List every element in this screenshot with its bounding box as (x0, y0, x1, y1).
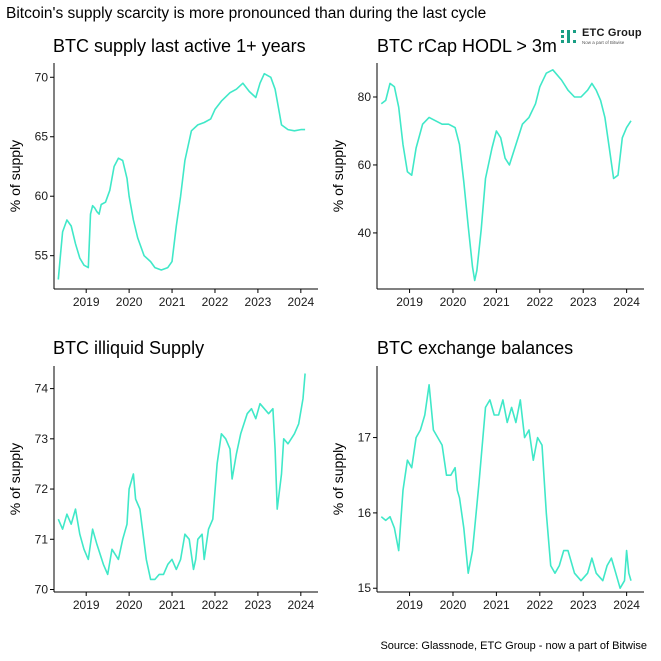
rcap-hodl-x-tick-label: 2020 (440, 295, 467, 309)
supply-last-active-y-tick-label: 70 (35, 70, 49, 84)
rcap-hodl-x-tick-label: 2024 (613, 295, 640, 309)
illiquid-supply-x-tick-label: 2020 (116, 598, 143, 612)
logo-name: ETC Group (582, 27, 642, 39)
etc-group-logo: ETC Group Now a part of Bitwise (560, 27, 658, 49)
illiquid-supply-y-tick-label: 72 (35, 482, 49, 496)
rcap-hodl-x-tick-label: 2021 (483, 295, 510, 309)
supply-last-active-y-tick-label: 60 (35, 189, 49, 203)
supply-last-active-x-tick-label: 2019 (73, 295, 100, 309)
exchange-balances-y-tick-label: 16 (358, 506, 372, 520)
rcap-hodl-series-line (380, 69, 632, 282)
panel-title-rcap-hodl: BTC rCap HODL > 3m (377, 36, 557, 56)
illiquid-supply-y-tick-label: 71 (35, 532, 49, 546)
illiquid-supply-x-tick-label: 2019 (73, 598, 100, 612)
exchange-balances-series-line (380, 383, 632, 590)
illiquid-supply-y-tick-label: 74 (35, 382, 49, 396)
supply-last-active-x-tick-label: 2022 (202, 295, 229, 309)
panel-title-exchange-balances: BTC exchange balances (377, 338, 574, 358)
exchange-balances-x-tick-label: 2024 (613, 598, 640, 612)
exchange-balances-x-tick-label: 2022 (526, 598, 553, 612)
exchange-balances-x-tick-label: 2021 (483, 598, 510, 612)
supply-last-active-y-axis-label: % of supply (7, 140, 23, 212)
supply-last-active-series-line (57, 72, 306, 280)
supply-last-active-x-tick-label: 2024 (287, 295, 314, 309)
exchange-balances-x-tick-label: 2019 (396, 598, 423, 612)
exchange-balances-y-tick-label: 17 (358, 431, 372, 445)
rcap-hodl-y-tick-label: 40 (358, 226, 372, 240)
supply-last-active-x-tick-label: 2023 (245, 295, 272, 309)
illiquid-supply-series-line (57, 373, 306, 581)
illiquid-supply-y-tick-label: 73 (35, 432, 49, 446)
illiquid-supply-x-tick-label: 2022 (202, 598, 229, 612)
exchange-balances-x-tick-label: 2023 (570, 598, 597, 612)
exchange-balances-x-tick-label: 2020 (440, 598, 467, 612)
panel-title-illiquid-supply: BTC illiquid Supply (53, 338, 205, 358)
illiquid-supply-x-tick-label: 2023 (245, 598, 272, 612)
logo-tagline: Now a part of Bitwise (582, 40, 625, 45)
rcap-hodl-x-tick-label: 2022 (526, 295, 553, 309)
supply-last-active-x-tick-label: 2020 (116, 295, 143, 309)
illiquid-supply-x-tick-label: 2021 (159, 598, 186, 612)
rcap-hodl-x-tick-label: 2019 (396, 295, 423, 309)
illiquid-supply-x-tick-label: 2024 (287, 598, 314, 612)
rcap-hodl-y-tick-label: 60 (358, 158, 372, 172)
supply-last-active-y-tick-label: 65 (35, 130, 49, 144)
supply-last-active-x-tick-label: 2021 (159, 295, 186, 309)
etc-group-logo-icon (561, 30, 576, 43)
panel-title-supply-last-active: BTC supply last active 1+ years (53, 36, 306, 56)
source-note: Source: Glassnode, ETC Group - now a par… (380, 640, 647, 652)
rcap-hodl-x-tick-label: 2023 (570, 295, 597, 309)
rcap-hodl-y-axis-label: % of supply (330, 140, 346, 212)
rcap-hodl-y-tick-label: 80 (358, 90, 372, 104)
illiquid-supply-y-tick-label: 70 (35, 582, 49, 596)
chart-main-title: Bitcoin's supply scarcity is more pronou… (6, 5, 487, 22)
exchange-balances-y-axis-label: % of supply (330, 443, 346, 515)
exchange-balances-y-tick-label: 15 (358, 581, 372, 595)
illiquid-supply-y-axis-label: % of supply (7, 443, 23, 515)
supply-last-active-y-tick-label: 55 (35, 249, 49, 263)
